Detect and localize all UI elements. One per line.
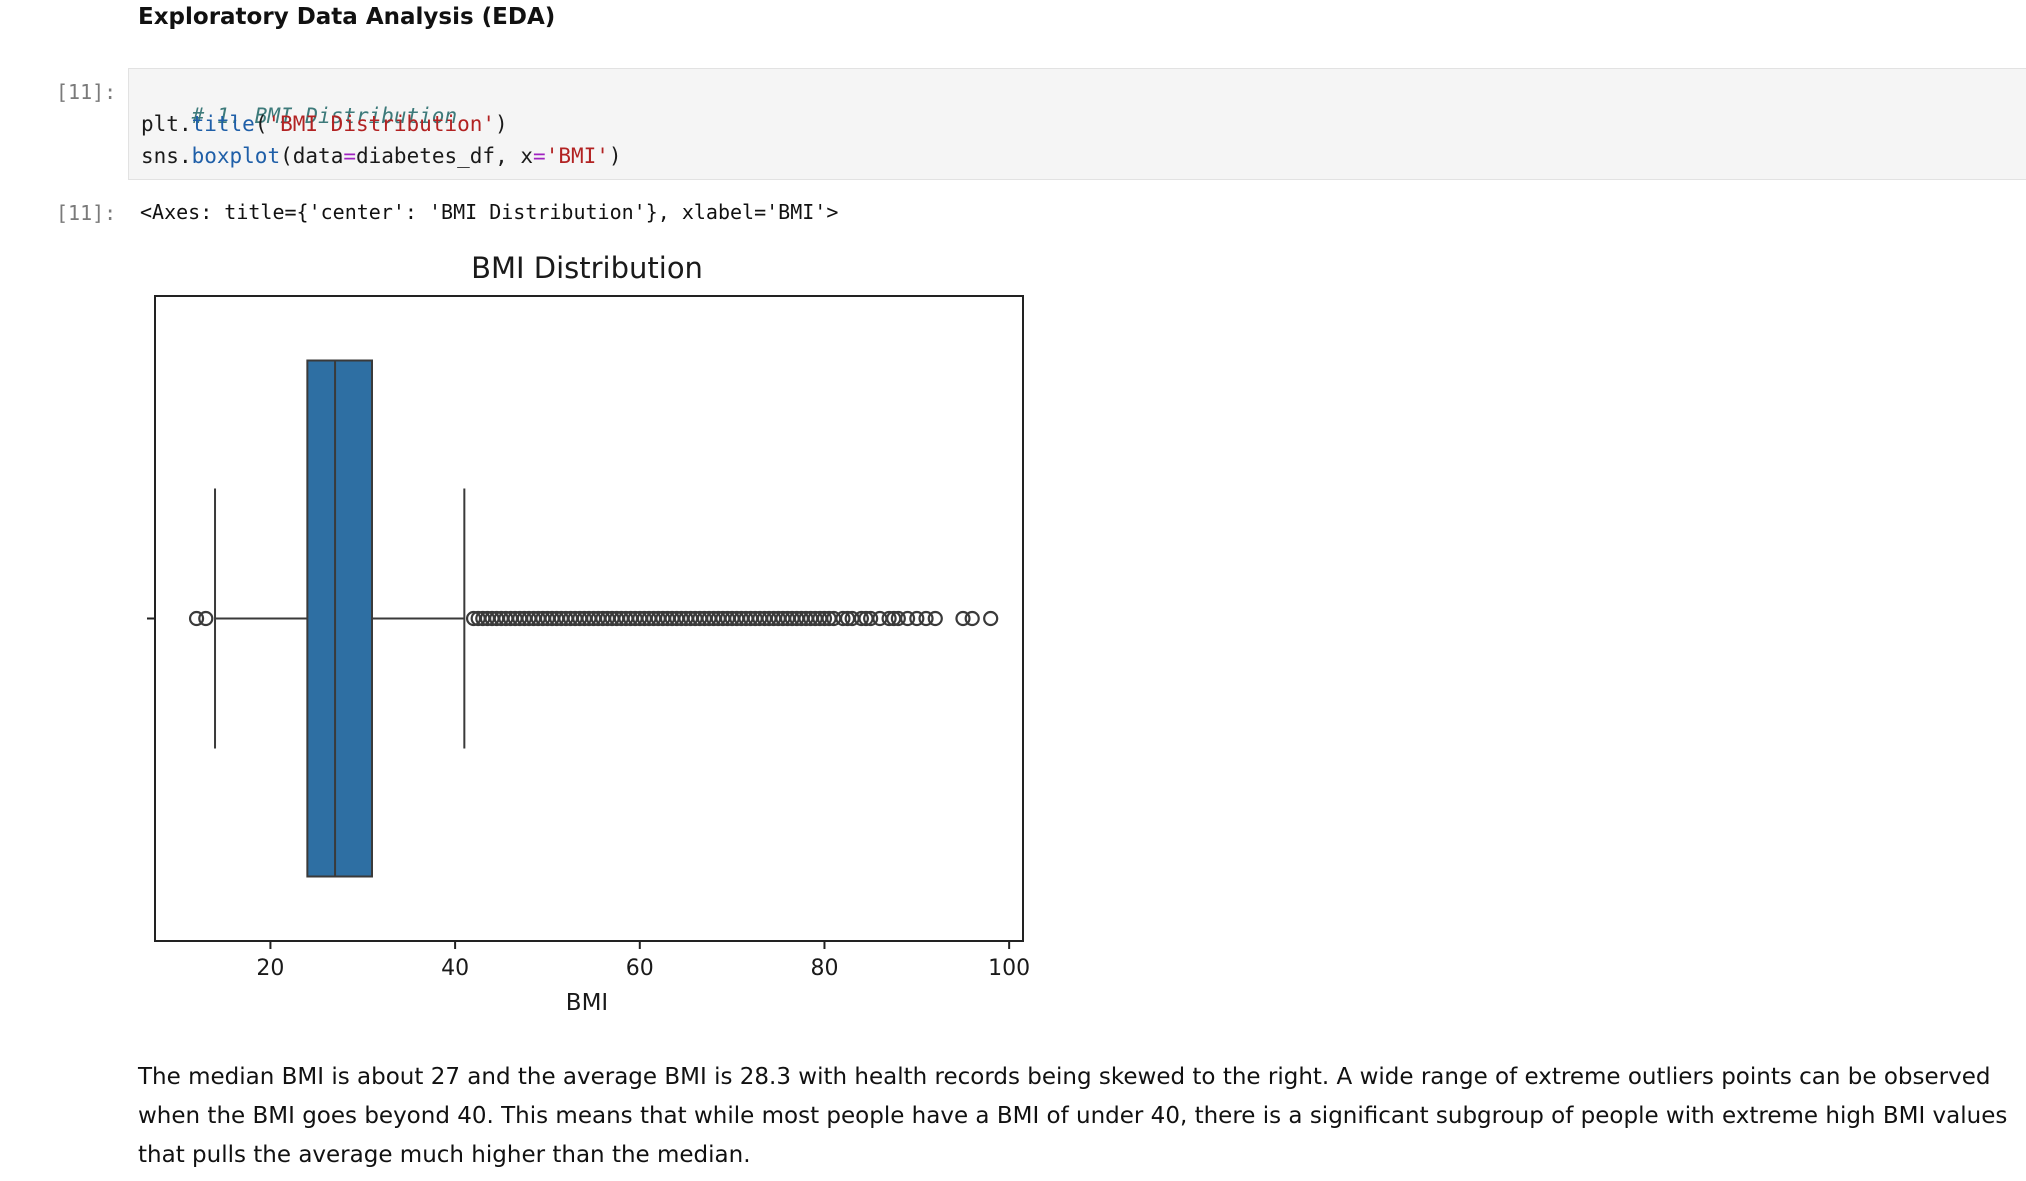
chart-title: BMI Distribution [471, 251, 703, 285]
outlier-point [899, 610, 916, 627]
output-repr: <Axes: title={'center': 'BMI Distributio… [140, 200, 839, 224]
plot-area [188, 359, 999, 878]
code-line-comment: # 1. BMI Distribution [141, 80, 458, 152]
code-token: . [178, 112, 192, 136]
markdown-paragraph: The median BMI is about 27 and the avera… [138, 1064, 2008, 1168]
output-prompt: [11]: [56, 201, 117, 225]
code-token: ) [495, 112, 508, 136]
code-token: boxplot [191, 144, 281, 168]
outlier-point [918, 610, 934, 627]
code-cell[interactable]: # 1. BMI Distribution plt.title('BMI Dis… [128, 68, 2026, 180]
code-token: = [343, 144, 356, 168]
outlier-point [816, 610, 833, 627]
outlier-point [983, 610, 999, 627]
outlier-point [881, 610, 897, 627]
x-tick-label: 100 [988, 956, 1030, 981]
code-token: ) [608, 144, 622, 168]
code-token: = [533, 144, 546, 168]
boxplot-chart: BMI Distribution 20 40 60 80 100 BMI [147, 251, 1030, 1016]
code-comment: # 1. BMI Distribution [191, 104, 458, 128]
code-token: , [495, 144, 521, 168]
outlier-point [863, 610, 879, 627]
outlier-point [835, 610, 851, 627]
code-token: 'BMI' [545, 144, 609, 168]
code-token: x [520, 144, 534, 168]
code-token: ( [254, 112, 268, 136]
code-token: title [191, 112, 255, 136]
box-iqr [306, 359, 374, 878]
code-token: . [178, 144, 192, 168]
code-token: sns [141, 144, 179, 168]
x-tick-label: 40 [441, 956, 469, 981]
x-tick-label: 60 [626, 956, 654, 981]
outlier-point [964, 610, 980, 627]
code-token: 'BMI Distribution' [267, 112, 496, 136]
code-token: ( [280, 144, 293, 168]
x-tick-label: 20 [256, 956, 284, 981]
code-line-title: plt.title('BMI Distribution') [141, 112, 508, 136]
outlier-point [853, 610, 870, 627]
input-prompt: [11]: [56, 80, 117, 104]
x-axis: 20 40 60 80 100 [147, 617, 1030, 981]
code-token: plt [141, 112, 179, 136]
outlier-point [909, 610, 925, 627]
markdown-heading: Exploratory Data Analysis (EDA) [138, 4, 556, 30]
code-token: data [292, 144, 344, 168]
code-token: diabetes_df [356, 144, 496, 168]
outlier-point [955, 610, 971, 627]
x-axis-label: BMI [566, 990, 608, 1016]
outlier-point [188, 610, 205, 627]
outlier-point [198, 610, 214, 627]
outlier-point [890, 610, 906, 627]
code-line-boxplot: sns.boxplot(data=diabetes_df, x='BMI') [141, 144, 622, 168]
outlier-point [927, 610, 943, 627]
x-tick-label: 80 [810, 956, 838, 981]
